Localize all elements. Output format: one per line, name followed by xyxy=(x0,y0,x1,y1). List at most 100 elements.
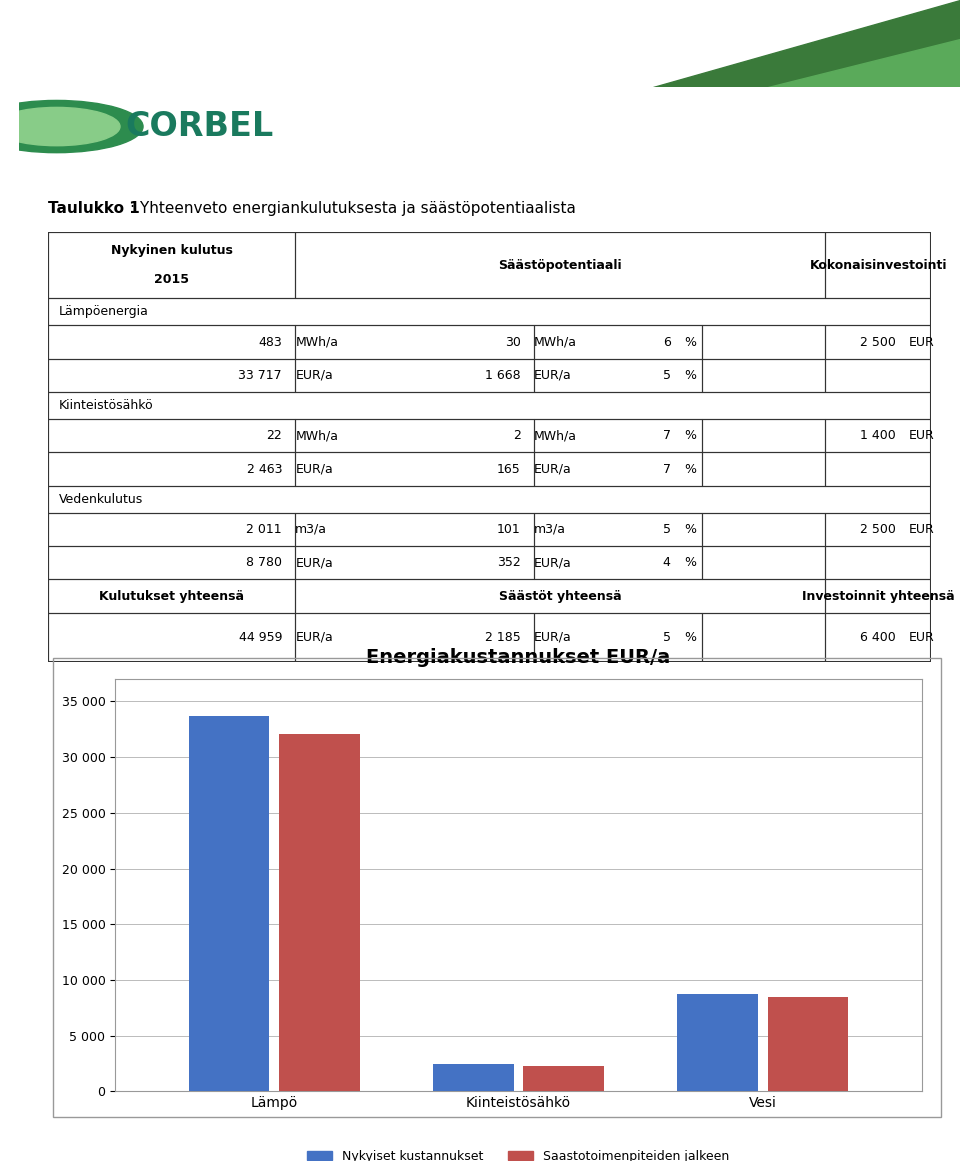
Text: 22: 22 xyxy=(266,430,282,442)
Text: %: % xyxy=(684,430,696,442)
Text: CORBEL: CORBEL xyxy=(126,110,274,143)
Text: %: % xyxy=(684,522,696,536)
Text: 2 500: 2 500 xyxy=(860,522,896,536)
Bar xyxy=(48,613,296,662)
Text: EUR/a: EUR/a xyxy=(296,630,333,643)
Bar xyxy=(534,453,702,485)
Bar xyxy=(296,453,534,485)
Bar xyxy=(768,997,849,1091)
Circle shape xyxy=(0,101,143,153)
Polygon shape xyxy=(768,39,960,87)
Title: Energiakustannukset EUR/a: Energiakustannukset EUR/a xyxy=(367,648,670,666)
Bar xyxy=(48,359,296,392)
Text: 7: 7 xyxy=(887,20,899,38)
Text: Investoinnit yhteensä: Investoinnit yhteensä xyxy=(802,590,954,603)
Bar xyxy=(48,546,296,579)
Bar xyxy=(826,359,931,392)
Bar xyxy=(279,735,360,1091)
Text: %: % xyxy=(684,556,696,569)
Text: EUR: EUR xyxy=(909,630,935,643)
Circle shape xyxy=(0,107,120,146)
Text: %: % xyxy=(684,462,696,476)
Text: 5: 5 xyxy=(662,522,671,536)
Polygon shape xyxy=(653,0,960,87)
Text: 2015: 2015 xyxy=(155,273,189,287)
Bar xyxy=(523,1066,604,1091)
Text: : Yhteenveto energiankulutuksesta ja säästöpotentiaalista: : Yhteenveto energiankulutuksesta ja sää… xyxy=(131,202,576,216)
Text: EUR/a: EUR/a xyxy=(534,369,571,382)
Text: 8 780: 8 780 xyxy=(246,556,282,569)
Text: EUR/a: EUR/a xyxy=(296,369,333,382)
Text: 352: 352 xyxy=(496,556,520,569)
Text: EUR: EUR xyxy=(909,522,935,536)
Bar xyxy=(48,298,931,325)
Bar xyxy=(702,325,826,359)
Text: MWh/a: MWh/a xyxy=(534,430,577,442)
Text: 5: 5 xyxy=(662,369,671,382)
Text: m3/a: m3/a xyxy=(534,522,565,536)
Text: 2 463: 2 463 xyxy=(247,462,282,476)
Text: 101: 101 xyxy=(496,522,520,536)
Bar xyxy=(296,579,826,613)
Text: 483: 483 xyxy=(258,336,282,348)
Bar xyxy=(296,513,534,546)
Text: %: % xyxy=(684,369,696,382)
Bar xyxy=(48,513,296,546)
Text: %: % xyxy=(684,630,696,643)
Bar xyxy=(48,325,296,359)
Bar xyxy=(826,613,931,662)
Text: Taulukko 1: Taulukko 1 xyxy=(48,202,140,216)
Legend: Nykyiset kustannukset, Saastotoimenpiteiden jalkeen: Nykyiset kustannukset, Saastotoimenpitei… xyxy=(302,1145,734,1161)
Bar xyxy=(702,613,826,662)
Bar xyxy=(826,419,931,453)
Text: m3/a: m3/a xyxy=(296,522,327,536)
Bar xyxy=(702,453,826,485)
Text: Säästöpotentiaali: Säästöpotentiaali xyxy=(498,259,622,272)
Text: EUR: EUR xyxy=(909,336,935,348)
Bar xyxy=(188,715,269,1091)
Text: Lämpöenergia: Lämpöenergia xyxy=(59,305,149,318)
Text: 2 500: 2 500 xyxy=(860,336,896,348)
Text: EUR/a: EUR/a xyxy=(296,462,333,476)
Bar xyxy=(48,485,931,513)
Text: Kulutukset yhteensä: Kulutukset yhteensä xyxy=(99,590,244,603)
Text: EUR/a: EUR/a xyxy=(534,630,571,643)
Bar xyxy=(826,546,931,579)
Bar xyxy=(826,232,931,298)
Bar xyxy=(48,392,931,419)
Text: Säästöt yhteensä: Säästöt yhteensä xyxy=(499,590,621,603)
Bar xyxy=(534,419,702,453)
Text: 6: 6 xyxy=(662,336,671,348)
Text: MWh/a: MWh/a xyxy=(296,336,338,348)
Text: 165: 165 xyxy=(496,462,520,476)
Text: 1 668: 1 668 xyxy=(485,369,520,382)
Text: MWh/a: MWh/a xyxy=(534,336,577,348)
Text: 7: 7 xyxy=(662,462,671,476)
Bar xyxy=(48,453,296,485)
Text: 2 185: 2 185 xyxy=(485,630,520,643)
Text: EUR/a: EUR/a xyxy=(296,556,333,569)
Bar xyxy=(296,546,534,579)
Text: 5: 5 xyxy=(662,630,671,643)
Text: 44 959: 44 959 xyxy=(238,630,282,643)
Bar xyxy=(702,419,826,453)
Text: 2 011: 2 011 xyxy=(247,522,282,536)
Bar xyxy=(296,325,534,359)
Bar xyxy=(48,232,296,298)
Text: 30: 30 xyxy=(505,336,520,348)
Text: Kokonaisinvestointi: Kokonaisinvestointi xyxy=(809,259,947,272)
Bar xyxy=(702,359,826,392)
Text: 4: 4 xyxy=(662,556,671,569)
Bar xyxy=(296,232,826,298)
Text: 1 400: 1 400 xyxy=(860,430,896,442)
Bar xyxy=(826,579,931,613)
Text: Vedenkulutus: Vedenkulutus xyxy=(59,492,143,506)
Text: 33 717: 33 717 xyxy=(238,369,282,382)
Text: %: % xyxy=(684,336,696,348)
Bar xyxy=(826,513,931,546)
Text: EUR/a: EUR/a xyxy=(534,462,571,476)
Bar xyxy=(534,546,702,579)
Bar xyxy=(826,325,931,359)
Bar xyxy=(433,1063,514,1091)
Text: 7: 7 xyxy=(662,430,671,442)
